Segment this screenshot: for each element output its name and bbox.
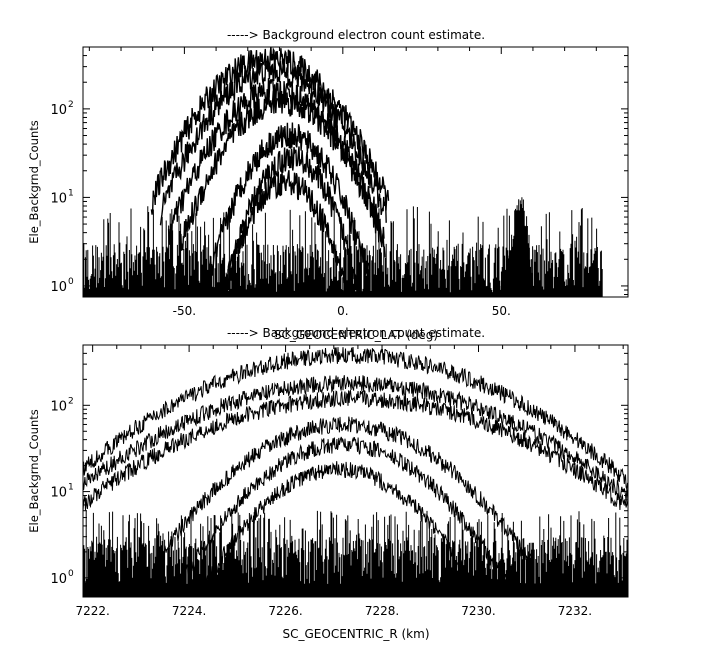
series-trace (83, 375, 628, 504)
y-tick-exponent: 1 (68, 483, 74, 493)
y-tick-exponent: 2 (68, 100, 74, 110)
y-axis-label: Ele_Backgrnd_Counts (27, 120, 41, 244)
x-tick-label: 7228. (365, 604, 399, 618)
y-tick-exponent: 0 (68, 569, 74, 579)
series-trace (150, 47, 390, 215)
data-traces (83, 346, 628, 597)
x-tick-label: 7230. (461, 604, 495, 618)
series-trace (215, 170, 356, 297)
y-tick-exponent: 2 (68, 396, 74, 406)
y-tick-label: 10 (50, 103, 67, 118)
plot-frame (82, 46, 629, 298)
y-tick-label: 10 (50, 399, 67, 414)
x-tick-label: 7222. (75, 604, 109, 618)
chart-title: -----> Background electron count estimat… (227, 326, 485, 340)
x-tick-label: 7226. (268, 604, 302, 618)
series-trace (83, 389, 628, 512)
plot-frame (82, 344, 629, 598)
noise-floor (83, 206, 603, 297)
chart-title: -----> Background electron count estimat… (227, 28, 485, 42)
series-trace (154, 416, 533, 572)
x-axis-label: SC_GEOCENTRIC_R (km) (283, 627, 430, 641)
x-axis-label: SC_GEOCENTRIC_LAT (deg) (274, 328, 438, 342)
y-axis-label: Ele_Backgrnd_Counts (27, 409, 41, 533)
series-trace (159, 57, 387, 226)
series-trace (207, 122, 371, 285)
data-traces (83, 47, 603, 297)
chart-panel-lat: -----> Background electron count estimat… (27, 28, 629, 342)
y-tick-exponent: 0 (68, 277, 74, 287)
series-trace (179, 90, 386, 258)
x-tick-label: 7224. (172, 604, 206, 618)
series-trace (179, 436, 508, 591)
x-tick-label: 7232. (558, 604, 592, 618)
noise-floor (83, 510, 628, 597)
x-tick-label: -50. (173, 304, 196, 318)
y-tick-exponent: 1 (68, 188, 74, 198)
y-tick-label: 10 (50, 486, 67, 501)
series-trace (167, 78, 385, 245)
x-tick-label: 50. (492, 304, 511, 318)
y-tick-label: 10 (50, 572, 67, 587)
series-trace (191, 461, 487, 597)
x-tick-label: 0. (337, 304, 348, 318)
chart-panel-radius: -----> Background electron count estimat… (27, 326, 629, 641)
y-tick-label: 10 (50, 191, 67, 206)
series-trace (83, 346, 628, 490)
y-tick-label: 10 (50, 280, 67, 295)
